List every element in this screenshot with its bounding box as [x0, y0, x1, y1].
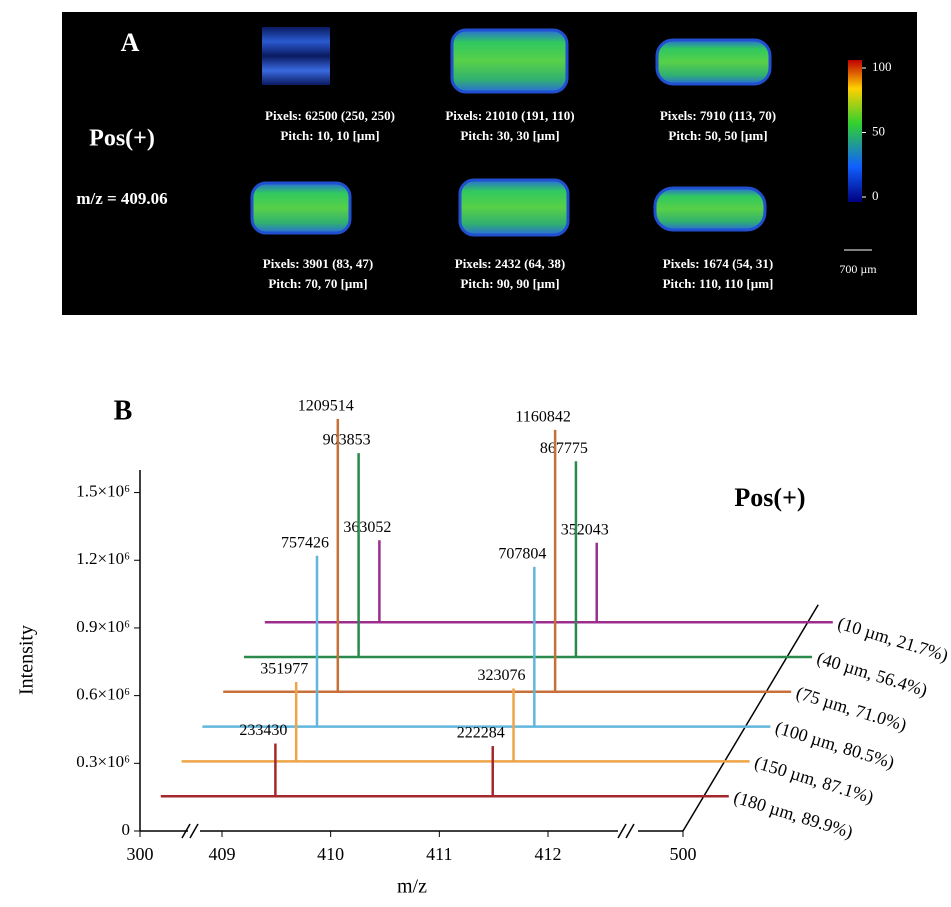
image-caption: Pitch: 50, 50 [µm]: [668, 128, 767, 143]
depth-axis: [682, 604, 819, 832]
ion-image: [262, 27, 330, 85]
value-label: 233430: [239, 722, 287, 739]
axis-break: [625, 823, 635, 839]
axis-break: [181, 823, 191, 839]
value-label: 903853: [323, 432, 371, 449]
axis-break: [617, 823, 627, 839]
mode-label: Pos(+): [89, 126, 155, 152]
ion-image: [450, 28, 569, 94]
colorbar-tick-label: 100: [872, 59, 892, 74]
x-axis-label: m/z: [397, 876, 427, 898]
image-caption: Pitch: 30, 30 [µm]: [460, 128, 559, 143]
ion-image: [653, 186, 767, 232]
colorbar-tick-label: 0: [872, 188, 879, 203]
image-caption: Pitch: 110, 110 [µm]: [663, 276, 774, 291]
y-tick-label: 0: [122, 820, 131, 839]
value-label: 707804: [498, 546, 546, 563]
value-label: 323076: [478, 667, 526, 684]
image-caption: Pixels: 3901 (83, 47): [263, 256, 373, 271]
colorbar-tick-label: 50: [872, 123, 885, 138]
value-label: 352043: [561, 521, 609, 538]
x-tick-label: 410: [317, 844, 344, 864]
panel-label: B: [114, 395, 133, 426]
value-label: 222284: [457, 725, 505, 742]
ion-image: [458, 178, 570, 237]
value-label: 363052: [343, 519, 391, 536]
x-tick-label: 500: [670, 844, 697, 864]
ion-image: [655, 38, 772, 86]
x-tick-label: 411: [426, 844, 452, 864]
value-label: 1160842: [515, 409, 570, 426]
x-tick-label: 409: [209, 844, 236, 864]
y-tick-label: 1.5×10⁶: [76, 481, 130, 500]
y-tick-label: 0.9×10⁶: [76, 617, 130, 636]
panel-label: A: [121, 28, 140, 57]
value-label: 1209514: [298, 398, 354, 415]
y-axis-label: Intensity: [16, 625, 38, 695]
image-caption: Pixels: 62500 (250, 250): [265, 108, 395, 123]
x-tick-label: 300: [127, 844, 154, 864]
image-caption: Pixels: 21010 (191, 110): [445, 108, 574, 123]
y-tick-label: 1.2×10⁶: [76, 549, 130, 568]
axis-break: [189, 823, 199, 839]
value-label: 351977: [260, 661, 308, 678]
value-label: 757426: [281, 534, 329, 551]
scale-bar-label: 700 µm: [839, 262, 877, 276]
y-tick-label: 0.6×10⁶: [76, 685, 130, 704]
image-caption: Pixels: 1674 (54, 31): [663, 256, 773, 271]
annotation: Pos(+): [734, 483, 805, 512]
mz-label: m/z = 409.06: [76, 189, 167, 208]
image-caption: Pitch: 10, 10 [µm]: [280, 128, 379, 143]
image-caption: Pitch: 90, 90 [µm]: [460, 276, 559, 291]
panel-a: A Pos(+) m/z = 409.06 700 µm: [76, 27, 877, 276]
ion-image: [250, 181, 352, 235]
image-caption: Pitch: 70, 70 [µm]: [268, 276, 367, 291]
x-tick-label: 412: [535, 844, 562, 864]
image-caption: Pixels: 2432 (64, 38): [455, 256, 565, 271]
colorbar: [848, 60, 862, 202]
value-label: 867775: [540, 440, 588, 457]
image-caption: Pixels: 7910 (113, 70): [660, 108, 776, 123]
y-tick-label: 0.3×10⁶: [76, 752, 130, 771]
